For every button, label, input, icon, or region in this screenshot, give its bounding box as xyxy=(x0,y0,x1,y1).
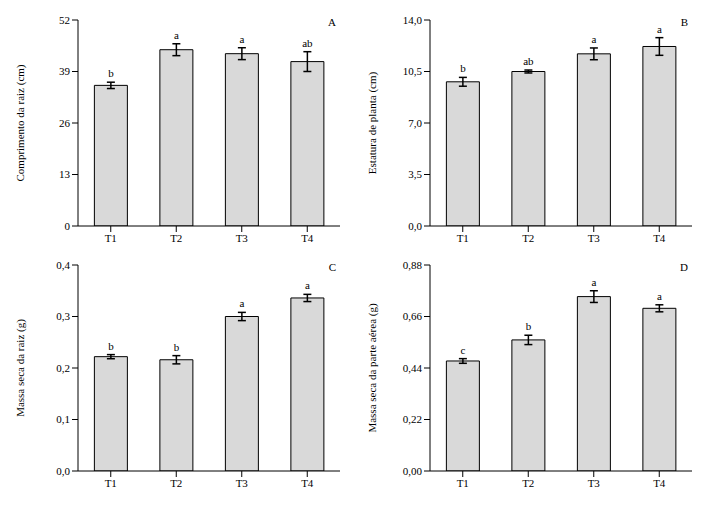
svg-text:a: a xyxy=(305,279,310,291)
svg-text:0,3: 0,3 xyxy=(56,310,70,322)
svg-text:0,0: 0,0 xyxy=(56,465,70,477)
svg-text:b: b xyxy=(174,341,180,353)
svg-text:7,0: 7,0 xyxy=(408,117,422,129)
svg-text:T2: T2 xyxy=(522,232,534,244)
svg-text:T3: T3 xyxy=(588,477,601,489)
html-text:C: C xyxy=(328,261,336,273)
svg-text:a: a xyxy=(591,33,596,45)
svg-text:T2: T2 xyxy=(522,477,534,489)
svg-text:13: 13 xyxy=(59,168,71,180)
svg-text:T4: T4 xyxy=(301,477,314,489)
svg-text:T1: T1 xyxy=(457,232,469,244)
svg-text:0,88: 0,88 xyxy=(403,259,423,271)
svg-text:T3: T3 xyxy=(236,232,249,244)
svg-text:a: a xyxy=(591,276,596,288)
svg-text:b: b xyxy=(460,62,466,74)
svg-text:0,1: 0,1 xyxy=(56,413,70,425)
svg-text:0,66: 0,66 xyxy=(403,310,423,322)
html-text:D: D xyxy=(680,261,688,273)
svg-text:Comprimento da raiz (cm): Comprimento da raiz (cm) xyxy=(14,64,27,181)
svg-text:T1: T1 xyxy=(457,477,469,489)
svg-text:a: a xyxy=(657,23,662,35)
svg-text:0: 0 xyxy=(65,220,71,232)
svg-text:b: b xyxy=(526,320,532,332)
svg-text:a: a xyxy=(239,33,244,45)
svg-text:ab: ab xyxy=(302,37,313,49)
svg-text:52: 52 xyxy=(59,14,70,26)
svg-text:0,22: 0,22 xyxy=(403,413,422,425)
svg-text:a: a xyxy=(174,29,179,41)
svg-text:T3: T3 xyxy=(588,232,601,244)
svg-text:c: c xyxy=(460,344,465,356)
html-text:B: B xyxy=(680,16,688,28)
svg-text:T4: T4 xyxy=(301,232,314,244)
svg-text:0,2: 0,2 xyxy=(56,362,70,374)
svg-text:0,00: 0,00 xyxy=(403,465,423,477)
svg-text:0,0: 0,0 xyxy=(408,220,422,232)
svg-text:T2: T2 xyxy=(170,232,182,244)
svg-text:T3: T3 xyxy=(236,477,249,489)
svg-text:Estatura de planta (cm): Estatura de planta (cm) xyxy=(366,72,379,175)
svg-text:T4: T4 xyxy=(653,477,666,489)
svg-text:T1: T1 xyxy=(105,232,117,244)
svg-text:T2: T2 xyxy=(170,477,182,489)
svg-text:0,4: 0,4 xyxy=(56,259,70,271)
svg-text:b: b xyxy=(108,340,114,352)
svg-text:0,44: 0,44 xyxy=(403,362,423,374)
svg-text:a: a xyxy=(239,297,244,309)
svg-text:3,5: 3,5 xyxy=(408,168,422,180)
svg-text:Massa seca da raiz (g): Massa seca da raiz (g) xyxy=(14,319,27,417)
svg-text:ab: ab xyxy=(523,55,534,67)
svg-text:T1: T1 xyxy=(105,477,117,489)
svg-text:14,0: 14,0 xyxy=(403,14,423,26)
svg-text:b: b xyxy=(108,67,114,79)
svg-text:Massa seca da parte aérea (g): Massa seca da parte aérea (g) xyxy=(366,303,379,433)
svg-text:26: 26 xyxy=(59,117,71,129)
svg-text:39: 39 xyxy=(59,65,71,77)
svg-text:10,5: 10,5 xyxy=(403,65,423,77)
html-text:A: A xyxy=(328,16,336,28)
svg-text:T4: T4 xyxy=(653,232,666,244)
svg-text:a: a xyxy=(657,290,662,302)
